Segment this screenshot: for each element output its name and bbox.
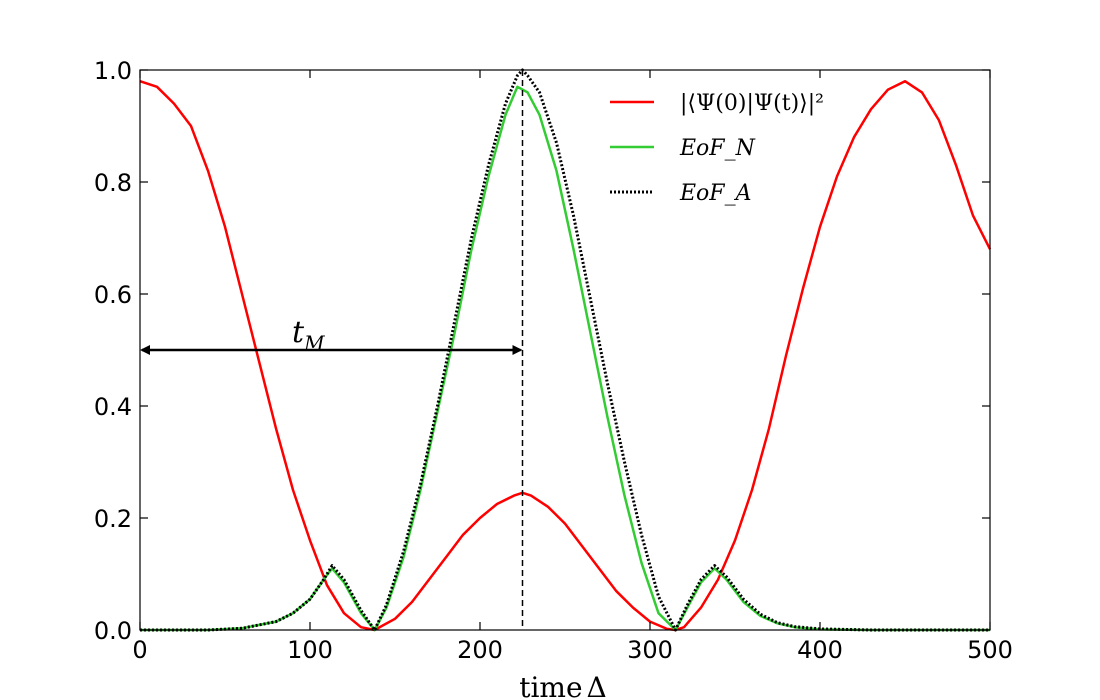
x-tick-label: 0 <box>132 636 147 664</box>
legend-label-eofn: EoF_N <box>679 136 756 161</box>
x-tick-label: 100 <box>287 636 333 664</box>
legend-label-overlap: |⟨Ψ(0)|Ψ(t)⟩|² <box>680 91 824 116</box>
x-axis-label-text: time <box>519 671 582 700</box>
x-tick-label: 400 <box>797 636 843 664</box>
x-axis-label: time Δ <box>519 671 607 700</box>
tm-label-subscript: M <box>303 331 325 355</box>
x-tick-label: 300 <box>627 636 673 664</box>
y-tick-label: 0.6 <box>94 281 132 309</box>
series-line-0 <box>139 79 992 632</box>
tm-annotation-label: tM <box>292 315 325 355</box>
annotation-layer <box>140 70 524 630</box>
y-tick-label: 1.0 <box>94 57 132 85</box>
plot-frame <box>139 69 991 631</box>
y-tick-label: 0.0 <box>94 617 132 645</box>
x-tick-label: 200 <box>457 636 503 664</box>
series-line-2 <box>140 68 990 632</box>
y-tick-label: 0.2 <box>94 505 132 533</box>
axes-layer <box>139 69 991 631</box>
series-layer <box>139 68 992 632</box>
legend-label-eofa: EoF_A <box>679 181 751 206</box>
legend: |⟨Ψ(0)|Ψ(t)⟩|² EoF_N EoF_A <box>610 91 824 206</box>
y-tick-label: 0.4 <box>94 393 132 421</box>
series-line-1 <box>140 85 990 632</box>
y-tick-label: 0.8 <box>94 169 132 197</box>
x-axis-label-symbol: Δ <box>587 671 607 700</box>
x-tick-label: 500 <box>967 636 1013 664</box>
tm-label-main: t <box>292 315 305 350</box>
tick-labels: 0 100 200 300 400 500 0.0 0.2 0.4 0.6 0.8 1.0 <box>94 57 1013 664</box>
